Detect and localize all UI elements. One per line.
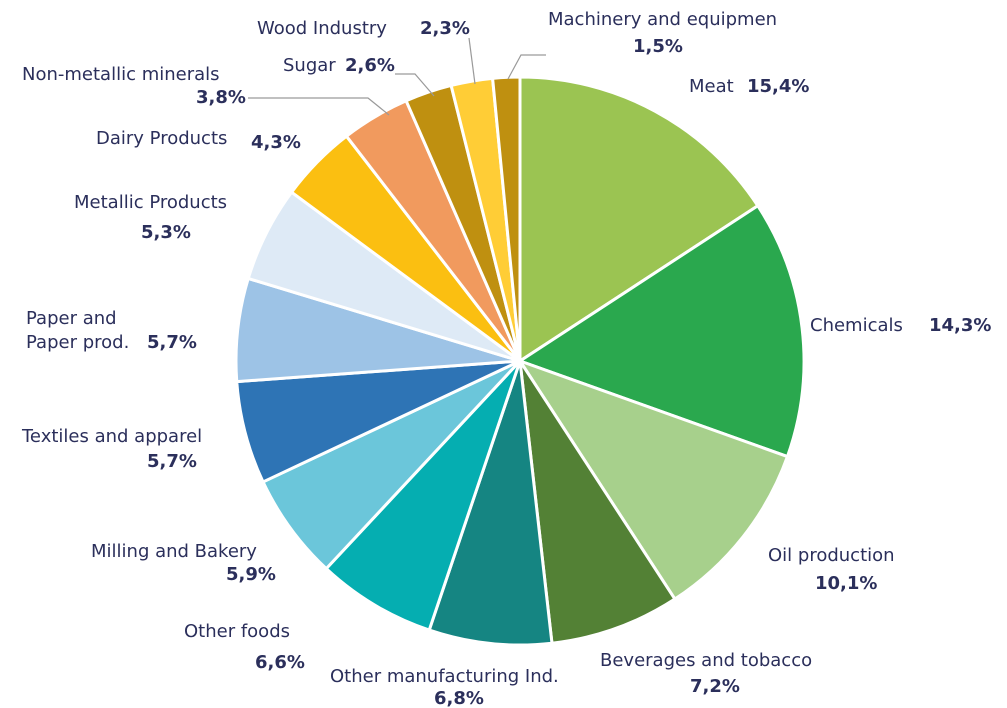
label-other-foods: Other foods: [184, 621, 290, 642]
pie-slice-other-manufacturing-ind: [427, 359, 554, 647]
label-chemicals: Chemicals: [810, 315, 903, 336]
leader-line-sugar: [395, 73, 435, 97]
value-nonmetallic: 3,8%: [196, 87, 246, 108]
value-other-foods: 6,6%: [255, 652, 305, 673]
pie-slices: [234, 75, 806, 647]
value-machinery: 1,5%: [633, 36, 683, 57]
label-beverages: Beverages and tobacco: [600, 650, 812, 671]
value-wood: 2,3%: [420, 18, 470, 39]
label-paper-line1: Paper and: [26, 308, 117, 329]
value-milling: 5,9%: [226, 564, 276, 585]
label-dairy: Dairy Products: [96, 128, 227, 149]
value-chemicals: 14,3%: [929, 315, 991, 336]
value-other-manufacturing: 6,8%: [434, 688, 484, 708]
pie-slice-meat: [518, 75, 760, 363]
leader-line-wood: [468, 37, 476, 85]
label-milling: Milling and Bakery: [91, 541, 257, 562]
label-other-manufacturing: Other manufacturing Ind.: [330, 666, 559, 687]
label-meat: Meat: [689, 76, 734, 97]
pie-slice-chemicals: [518, 204, 806, 459]
leader-lines: [248, 37, 546, 116]
label-machinery: Machinery and equipmen: [548, 9, 777, 30]
pie-slice-other-foods: [324, 359, 522, 632]
label-textiles: Textiles and apparel: [21, 426, 202, 447]
label-oil: Oil production: [768, 545, 895, 566]
value-metallic: 5,3%: [141, 222, 191, 243]
label-sugar: Sugar: [283, 55, 336, 76]
label-wood: Wood Industry: [257, 18, 387, 39]
leader-line-machinery: [507, 54, 546, 80]
value-oil: 10,1%: [815, 573, 877, 594]
label-metallic: Metallic Products: [74, 192, 227, 213]
value-meat: 15,4%: [747, 76, 809, 97]
pie-slice-beverages-and-tobacco: [518, 359, 677, 645]
value-beverages: 7,2%: [690, 676, 740, 697]
pie-slice-oil-production: [518, 359, 789, 601]
label-paper-line2: Paper prod.: [26, 332, 129, 353]
leader-line-nonmetallic: [248, 97, 390, 116]
value-paper: 5,7%: [147, 332, 197, 353]
value-textiles: 5,7%: [147, 451, 197, 472]
value-dairy: 4,3%: [251, 132, 301, 153]
value-sugar: 2,6%: [345, 55, 395, 76]
pie-slice-machinery-and-equipmen: [491, 75, 522, 363]
label-nonmetallic: Non-metallic minerals: [22, 64, 220, 85]
